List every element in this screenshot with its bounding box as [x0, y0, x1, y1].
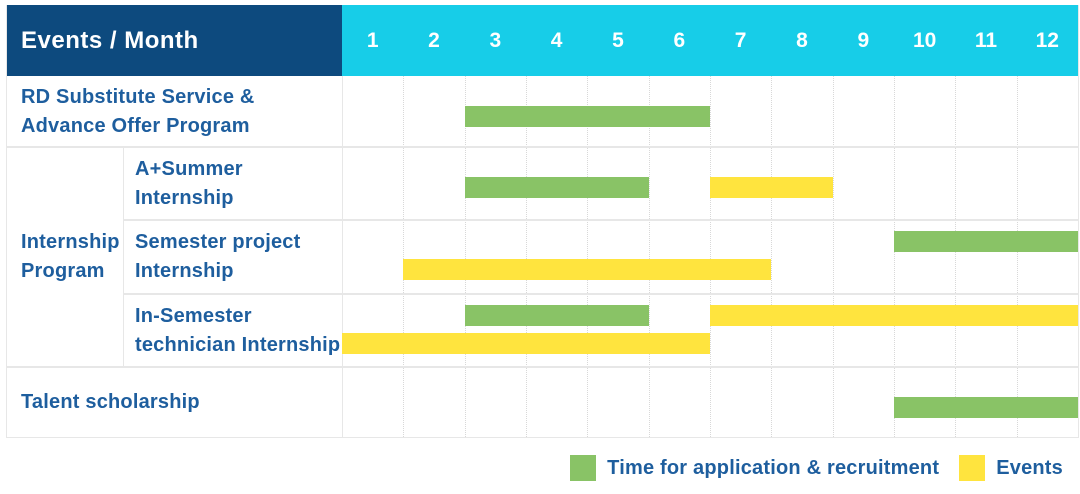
row-label-2: A+Summer Internship: [123, 147, 342, 220]
month-header-5: 5: [612, 28, 624, 52]
bar-application-months-3-5: [464, 177, 649, 198]
month-header-6: 6: [673, 28, 686, 52]
month-gridline-9: [894, 76, 895, 437]
month-header-2: 2: [428, 28, 440, 52]
row-separator: [123, 219, 1078, 221]
legend-swatch-application: [570, 455, 597, 481]
month-gridline-7: [771, 76, 773, 437]
month-gridline-2: [464, 76, 466, 437]
month-header-10: 10: [912, 28, 937, 52]
month-gridline-8: [832, 76, 834, 437]
month-gridline-5: [648, 76, 650, 437]
legend-item-event: Events: [959, 455, 1063, 481]
month-header-strip: 1 2 3 4 5 6 7 8 9 10 11 12: [342, 5, 1078, 76]
row-label-3: Semester project Internship: [123, 220, 342, 294]
bar-event-months-2-7: [403, 259, 772, 280]
bar-application-months-3-6: [464, 106, 710, 127]
month-header-12: 12: [1035, 28, 1059, 52]
month-header-4: 4: [550, 28, 563, 52]
row-separator: [7, 146, 1078, 148]
row-label-5: Talent scholarship: [7, 367, 342, 437]
month-gridline-4: [587, 76, 589, 437]
month-gridline-3: [526, 76, 527, 437]
month-header-11: 11: [974, 28, 998, 52]
row-label-text: Talent scholarship: [21, 390, 200, 413]
month-header-3: 3: [489, 28, 502, 52]
legend-label-application: Time for application & recruitment: [607, 456, 940, 479]
bar-event-months-7-8: [710, 177, 833, 198]
row-separator: [7, 366, 1078, 368]
row-label-text: A+Summer Internship: [135, 157, 243, 209]
month-header-8: 8: [796, 28, 808, 52]
table-header-row: Events / Month 1 2 3 4 5 6 7 8 9 10 11 12: [7, 5, 1078, 76]
group-label-internship-program: Internship Program: [7, 147, 123, 367]
month-header-7: 7: [734, 28, 747, 52]
gantt-table: Events / Month 1 2 3 4 5 6 7 8 9 10 11 12 Internshi…: [6, 5, 1079, 438]
month-gridline-1: [403, 76, 405, 437]
month-gridline-6: [710, 76, 711, 437]
bar-event-months-7-12: [710, 305, 1078, 326]
row-label-text: RD Substitute Service & Advance Offer Pro…: [21, 85, 255, 137]
gantt-body: Internship Program RD Substitute Service &…: [7, 76, 1078, 437]
bar-application-months-10-12: [894, 397, 1078, 418]
legend: Time for application & recruitment Events: [570, 453, 1063, 483]
month-gridline-10: [955, 76, 957, 437]
month-header-1: 1: [366, 28, 379, 52]
bar-application-months-3-5: [464, 305, 649, 326]
bar-event-months-1-6: [342, 333, 710, 354]
events-month-header-cell: Events / Month: [7, 5, 342, 76]
row-separator: [123, 293, 1078, 295]
legend-swatch-event: [959, 455, 986, 481]
row-label-text: In-Semester technician Internship: [135, 304, 341, 356]
row-label-1: RD Substitute Service & Advance Offer Pro…: [7, 76, 342, 147]
bar-application-months-10-12: [894, 231, 1078, 252]
legend-label-event: Events: [996, 456, 1063, 479]
row-label-4: In-Semester technician Internship: [123, 294, 342, 367]
legend-item-application: Time for application & recruitment: [570, 455, 939, 481]
group-label-text: Internship Program: [21, 231, 120, 282]
sub-label-divider: [123, 147, 124, 367]
label-chart-divider: [342, 76, 343, 437]
month-header-9: 9: [857, 28, 870, 52]
row-label-text: Semester project Internship: [135, 231, 301, 282]
month-gridline-11: [1016, 76, 1018, 437]
